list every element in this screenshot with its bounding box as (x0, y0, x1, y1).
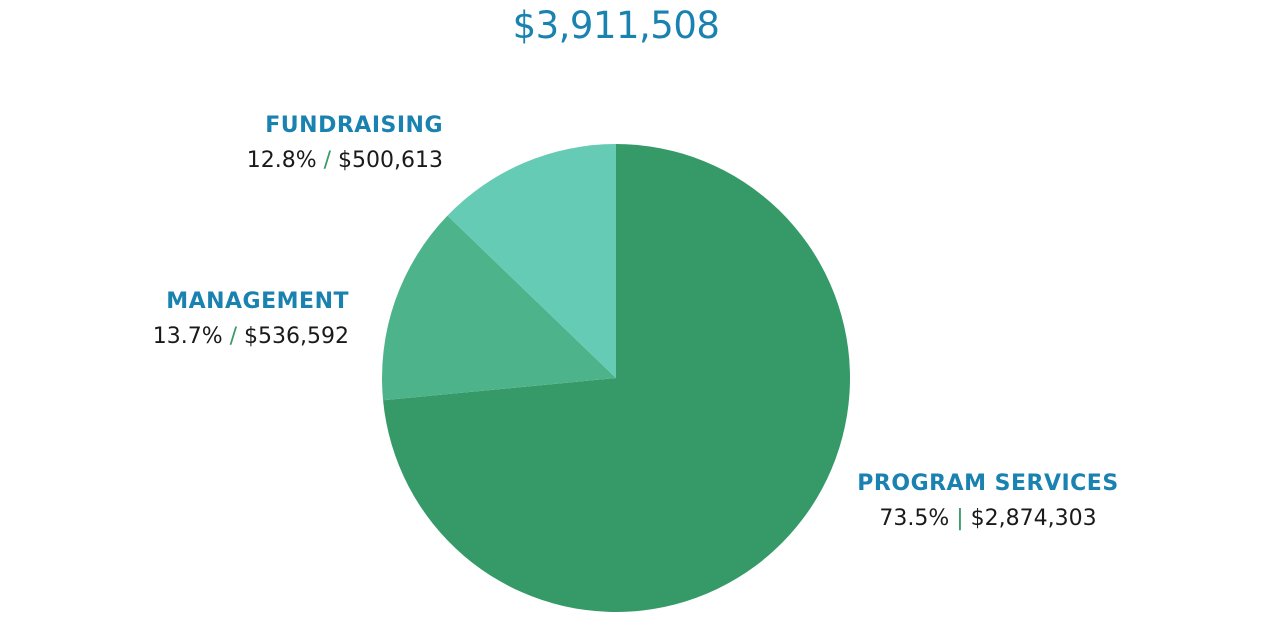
slice-separator: / (323, 148, 332, 173)
slice-name: MANAGEMENT (166, 289, 349, 314)
slice-values: 73.5% | $2,874,303 (848, 499, 1128, 539)
slice-separator: | (956, 506, 964, 531)
slice-name: PROGRAM SERVICES (857, 471, 1119, 496)
slice-values: 12.8% / $500,613 (247, 141, 443, 181)
slice-percent: 12.8% (246, 148, 317, 173)
slice-percent: 13.7% (152, 324, 223, 349)
pie-slice-program-services (383, 144, 851, 612)
pie-slice-management (381, 215, 616, 401)
slice-name: FUNDRAISING (265, 113, 443, 138)
slice-values: 13.7% / $536,592 (153, 317, 349, 357)
slice-amount: $536,592 (244, 324, 349, 349)
slice-percent: 73.5% (879, 506, 950, 531)
slice-label-management: MANAGEMENT 13.7% / $536,592 (153, 287, 349, 357)
chart-title: $3,911,508 (512, 4, 720, 47)
slice-label-fundraising: FUNDRAISING 12.8% / $500,613 (247, 111, 443, 181)
pie-slice-fundraising (447, 144, 616, 378)
slice-label-program-services: PROGRAM SERVICES 73.5% | $2,874,303 (848, 469, 1128, 539)
slice-amount: $500,613 (338, 148, 443, 173)
slice-separator: / (229, 324, 238, 349)
slice-amount: $2,874,303 (970, 506, 1097, 531)
